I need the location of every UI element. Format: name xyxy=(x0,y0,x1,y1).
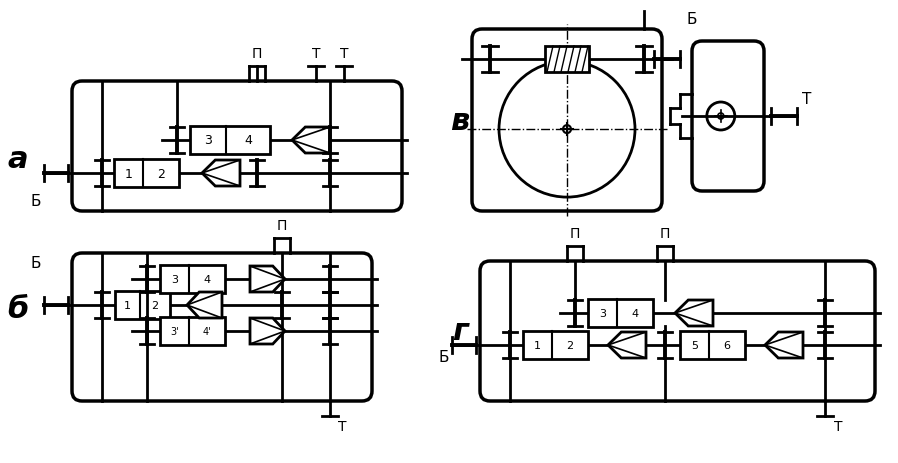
Bar xyxy=(114,160,179,188)
Bar xyxy=(115,291,170,319)
Bar xyxy=(160,265,225,294)
FancyBboxPatch shape xyxy=(692,42,764,192)
Text: 1: 1 xyxy=(124,300,131,310)
Bar xyxy=(190,127,270,155)
Polygon shape xyxy=(202,161,240,187)
Text: П: П xyxy=(570,226,580,240)
Polygon shape xyxy=(187,292,222,319)
Text: а: а xyxy=(8,144,29,173)
Text: 2: 2 xyxy=(567,340,574,350)
FancyBboxPatch shape xyxy=(472,30,662,212)
Bar xyxy=(545,47,589,73)
Text: Б: Б xyxy=(687,13,697,27)
Polygon shape xyxy=(250,319,285,344)
FancyBboxPatch shape xyxy=(72,253,372,401)
FancyBboxPatch shape xyxy=(72,82,402,212)
Polygon shape xyxy=(765,332,803,358)
Text: 4: 4 xyxy=(204,275,211,284)
Bar xyxy=(523,332,588,359)
Text: 6: 6 xyxy=(724,340,731,350)
Text: Б: Б xyxy=(31,194,41,209)
Text: Т: Т xyxy=(312,47,321,61)
Text: 3': 3' xyxy=(171,326,179,336)
Bar xyxy=(160,317,225,345)
Text: 1: 1 xyxy=(534,340,541,350)
Text: б: б xyxy=(7,294,29,323)
Text: г: г xyxy=(452,317,468,346)
Text: Б: Б xyxy=(31,256,41,271)
Text: 5: 5 xyxy=(691,340,698,350)
FancyBboxPatch shape xyxy=(480,262,875,401)
Text: 2: 2 xyxy=(151,300,158,310)
Text: Т: Т xyxy=(339,47,348,61)
Polygon shape xyxy=(675,300,713,326)
Text: Т: Т xyxy=(802,91,812,106)
Text: П: П xyxy=(660,226,670,240)
Text: П: П xyxy=(277,219,287,232)
Text: в: в xyxy=(451,107,470,136)
Text: 4: 4 xyxy=(244,134,252,147)
Polygon shape xyxy=(250,266,285,292)
Bar xyxy=(588,300,653,327)
Text: 3: 3 xyxy=(599,308,606,319)
Bar xyxy=(680,332,745,359)
Text: П: П xyxy=(251,47,262,61)
Text: 2: 2 xyxy=(157,167,165,180)
Text: 4': 4' xyxy=(203,326,211,336)
Text: 3: 3 xyxy=(172,275,178,284)
Text: 3: 3 xyxy=(204,134,212,147)
Text: Т: Т xyxy=(338,419,347,433)
Text: 1: 1 xyxy=(125,167,133,180)
Text: Б: Б xyxy=(439,350,449,365)
Text: Т: Т xyxy=(833,419,842,433)
Text: 4: 4 xyxy=(631,308,638,319)
Polygon shape xyxy=(608,332,646,358)
Polygon shape xyxy=(292,128,330,154)
